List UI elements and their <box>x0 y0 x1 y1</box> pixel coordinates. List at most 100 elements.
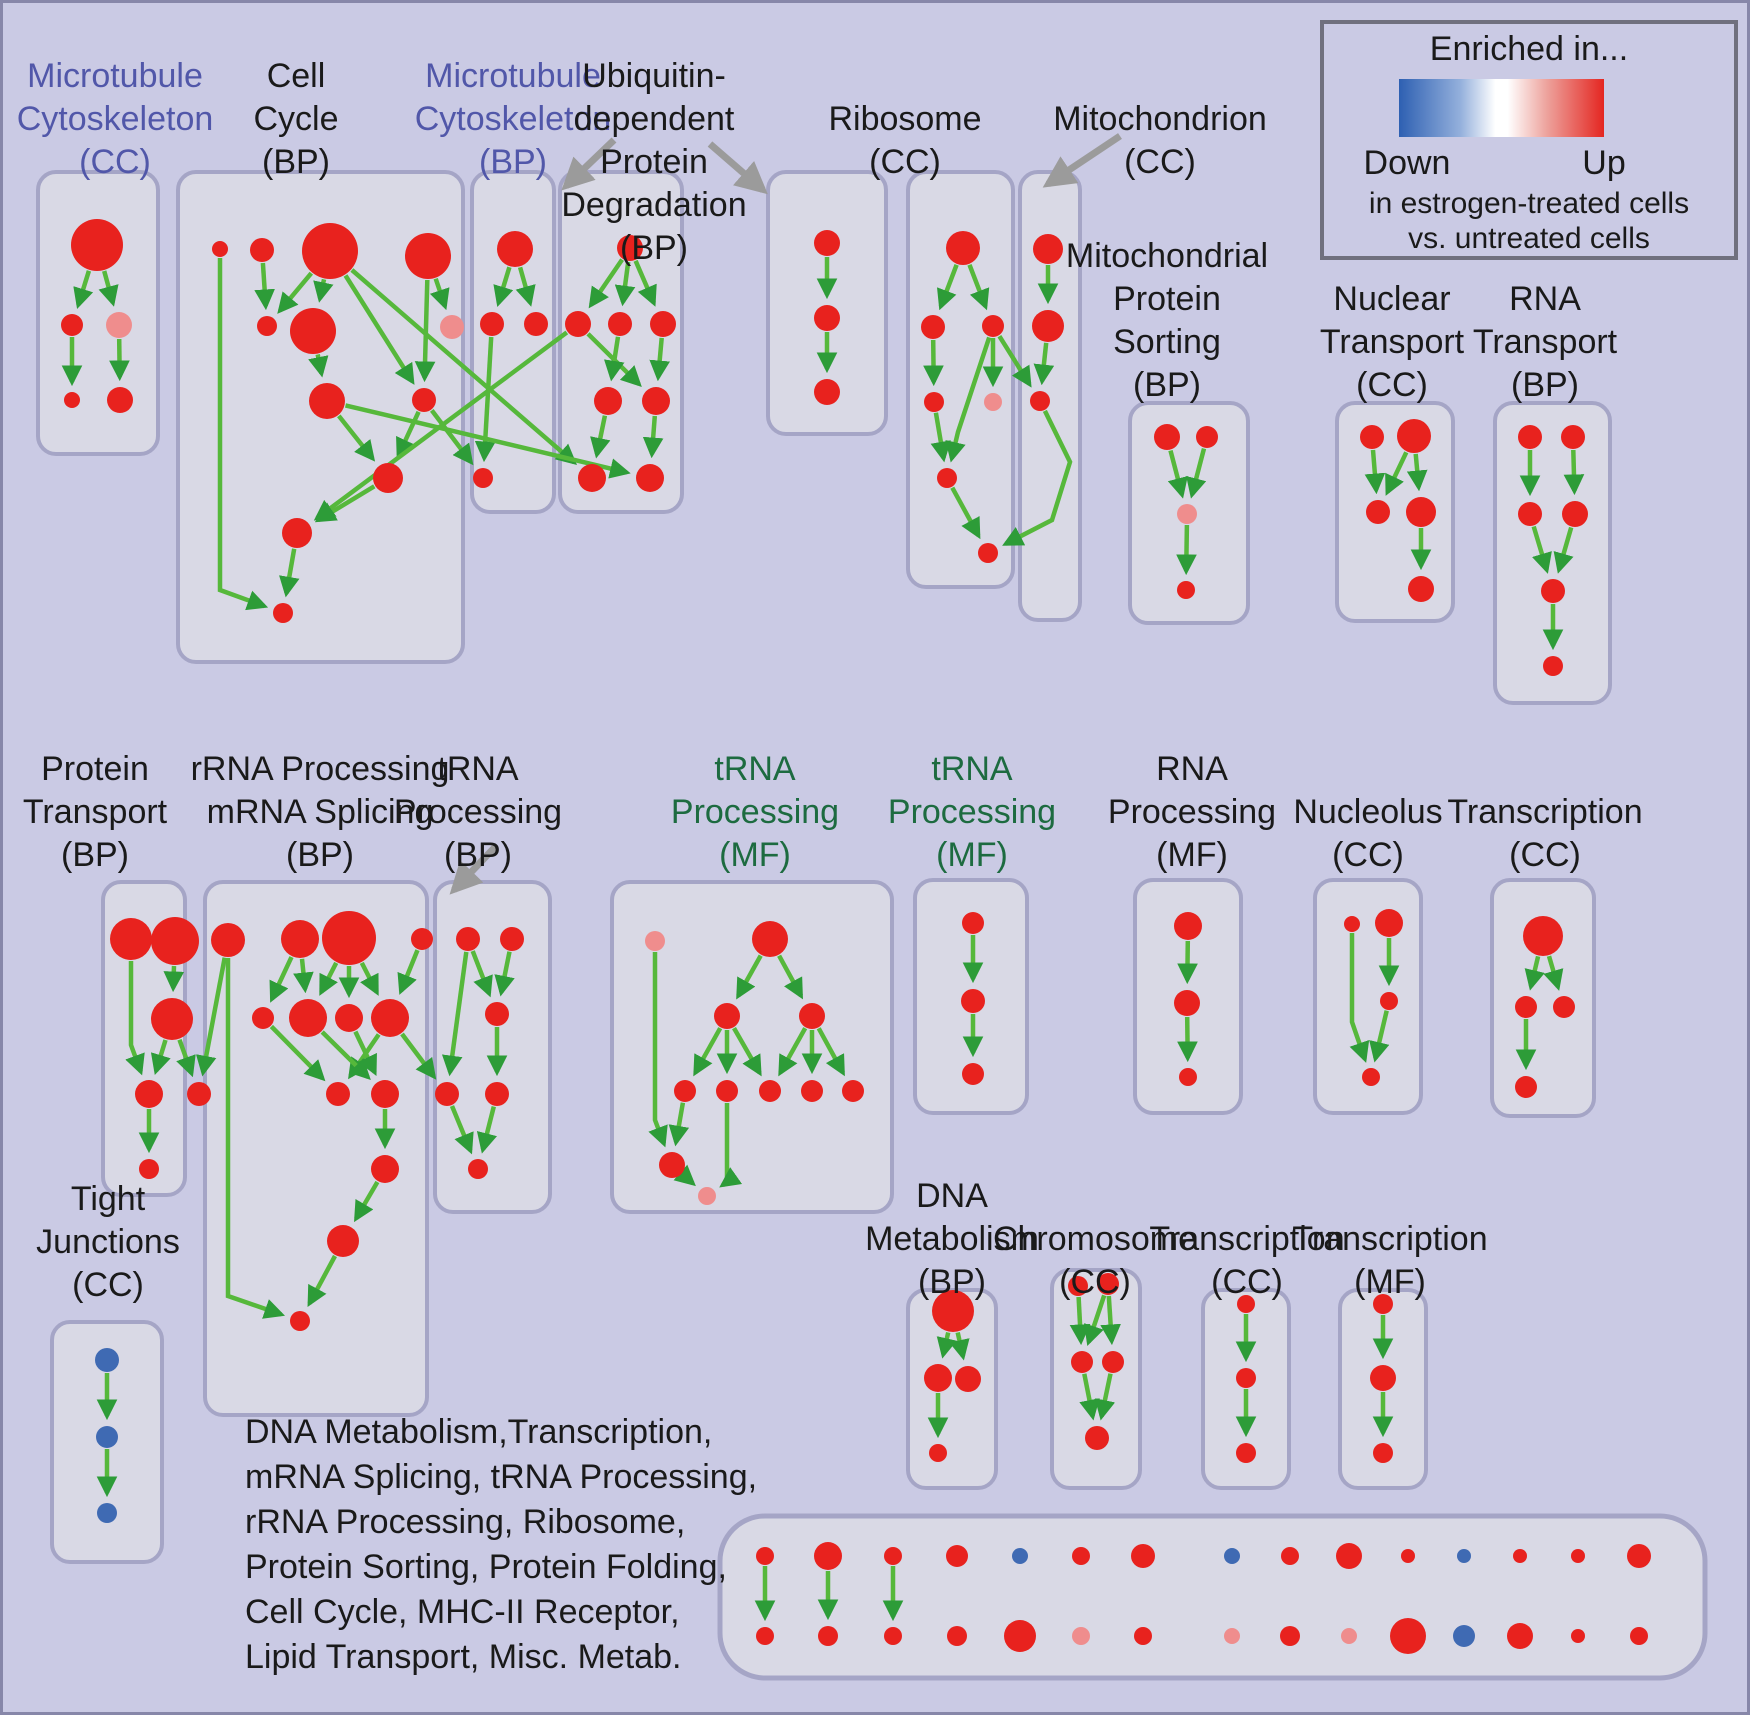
trna-mf-lg-node-7 <box>801 1080 823 1102</box>
trna-mf-lg-node-5 <box>716 1080 738 1102</box>
trna-mf-sm-label-line: Processing <box>887 793 1057 831</box>
go-edge <box>1033 342 1055 386</box>
go-edge <box>350 268 578 466</box>
go-edge <box>109 338 130 382</box>
node-layer <box>61 219 1651 1654</box>
go-edge <box>254 262 275 311</box>
go-edge <box>163 965 185 993</box>
nucleolus-label-line: Nucleolus <box>1293 793 1443 831</box>
protein-transport-label-line: (BP) <box>60 836 129 874</box>
go-edge <box>945 336 992 463</box>
edge-layer <box>61 257 1585 1622</box>
protein-transport-label-line: Protein <box>41 750 149 788</box>
go-edge <box>176 1038 196 1078</box>
protein-transport-node-3 <box>135 1080 163 1108</box>
bottom-strip-box <box>717 1513 1708 1681</box>
trna-mf-sm-label-line: tRNA <box>931 750 1013 788</box>
ubiq-a-node-0 <box>617 235 643 261</box>
mito-sorting-label-line: Sorting <box>1113 323 1221 361</box>
ribosome-label: Ribosome (CC) <box>828 98 981 184</box>
go-edge <box>1079 1373 1100 1421</box>
go-edge <box>353 1030 377 1077</box>
transcription-cc-a-node-1 <box>1515 996 1537 1018</box>
strip-col14-top-node <box>1571 1549 1585 1563</box>
rrna-node-5 <box>252 1007 274 1029</box>
tight-junctions-label-line: Junctions <box>36 1223 180 1261</box>
go-edge <box>997 335 1032 388</box>
transcription-cc-b-label-line: (CC) <box>1211 1263 1283 1301</box>
transcription-cc-a-label: Transcription (CC) <box>1447 791 1642 877</box>
chromosome-node-1 <box>1097 1273 1119 1295</box>
strip-col1-top-node <box>756 1547 774 1565</box>
go-edge <box>344 403 631 479</box>
legend-title: Enriched in... <box>1429 30 1629 68</box>
ubiquitin-right-arrow <box>707 141 768 195</box>
dna-metab-label-line: (BP) <box>918 1263 986 1301</box>
go-edge <box>1177 940 1198 985</box>
go-edge <box>777 954 803 1000</box>
trna-bp-node-3 <box>435 1082 459 1106</box>
mt-bp-label-line: Cytoskeleton <box>414 100 612 138</box>
ubiq-a-node-6 <box>578 464 606 492</box>
strip-col9-bottom-node <box>1280 1626 1300 1646</box>
rna-transport-label-line: (BP) <box>1510 366 1579 404</box>
transcription-cc-a-node-2 <box>1553 996 1575 1018</box>
transcription-cc-b-node-2 <box>1236 1443 1256 1463</box>
misc-annotation-line: rRNA Processing, Ribosome, <box>245 1503 686 1541</box>
ribosome-label-line: Ribosome <box>828 100 982 138</box>
rrna-node-11 <box>371 1155 399 1183</box>
ubiq-b-node-1 <box>814 305 840 331</box>
trna-mf-lg-node-10 <box>698 1187 716 1205</box>
strip-col15-bottom-node <box>1630 1627 1648 1645</box>
transcription-cc-a-box <box>1490 878 1596 1118</box>
ribosome-node-0 <box>946 231 980 265</box>
mt-cc-node-1 <box>61 314 83 336</box>
rna-proc-mf-node-1 <box>1174 990 1200 1016</box>
go-edge <box>1531 525 1552 574</box>
rrna-node-3 <box>411 928 433 950</box>
go-edge <box>778 1027 808 1077</box>
rna-proc-mf-label-line: RNA <box>1156 750 1228 788</box>
go-edge <box>816 1027 845 1077</box>
go-edge <box>1094 1373 1116 1421</box>
transcription-cc-a-node-3 <box>1515 1076 1537 1098</box>
rna-proc-mf-node-2 <box>1179 1068 1197 1086</box>
go-edge <box>195 957 227 1077</box>
go-edge <box>429 277 450 311</box>
strip-col12-top-node <box>1457 1549 1471 1563</box>
strip-col10-bottom-node <box>1341 1628 1357 1644</box>
go-edge <box>1553 526 1574 574</box>
dna-metab-label-line: Metabolism <box>865 1220 1039 1258</box>
strip-col2-bottom-node <box>818 1626 838 1646</box>
mt-bp-node-0 <box>497 231 533 267</box>
strip-col7-bottom-node <box>1134 1627 1152 1645</box>
protein-transport-node-1 <box>151 917 199 965</box>
strip-col11-top-node <box>1401 1549 1415 1563</box>
go-edge <box>648 952 668 1148</box>
go-edge <box>150 1039 171 1076</box>
misc-annotation-line: Cell Cycle, MHC-II Receptor, <box>245 1593 680 1631</box>
legend-caption-line1: in estrogen-treated cells <box>1368 187 1690 220</box>
ribosome-node-1 <box>921 315 945 339</box>
rna-transport-label: RNA Transport (BP) <box>1473 278 1617 407</box>
tight-junctions-node-1 <box>96 1426 118 1448</box>
tight-junctions-node-2 <box>97 1503 117 1523</box>
mito-sorting-label: Mitochondrial Protein Sorting (BP) <box>1066 235 1268 407</box>
trna-bp-node-0 <box>456 927 480 951</box>
go-edge <box>470 950 493 998</box>
go-edge <box>73 270 94 309</box>
cell-cycle-node-11 <box>273 603 293 623</box>
trna-bp-label: tRNA Processing (BP) <box>394 748 562 877</box>
go-edge <box>449 1105 474 1155</box>
trna-bp-node-5 <box>468 1159 488 1179</box>
nuclear-transport-node-2 <box>1366 500 1390 524</box>
strip-col2-top-node <box>814 1542 842 1570</box>
mt-cc-node-2 <box>106 312 132 338</box>
dna-metab-node-3 <box>929 1444 947 1462</box>
go-edge <box>923 339 944 387</box>
trna-mf-lg-node-2 <box>714 1003 740 1029</box>
mt-bp-box <box>470 170 556 514</box>
mitochondrion-node-2 <box>1030 391 1050 411</box>
ubiq-b-node-2 <box>814 379 840 405</box>
nuclear-transport-node-3 <box>1406 497 1436 527</box>
